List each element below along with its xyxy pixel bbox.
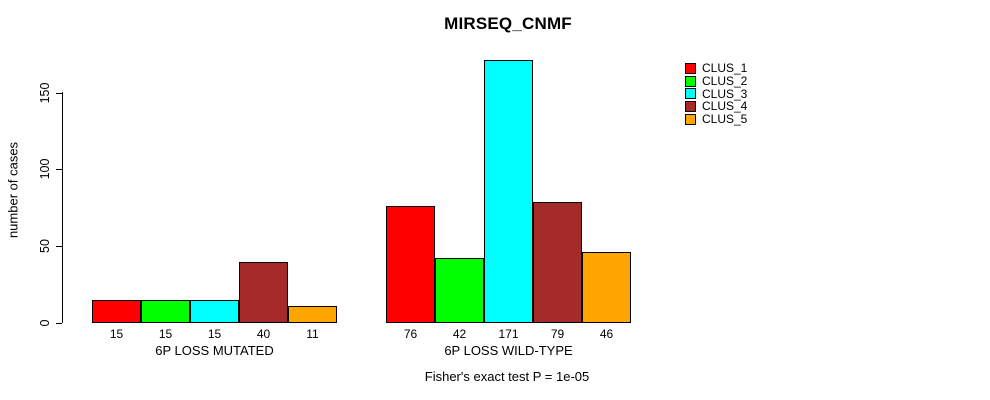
y-tick-label: 100 (38, 158, 52, 180)
bar-clus_4-group1 (239, 262, 288, 323)
group-label: 6P LOSS WILD-TYPE (444, 343, 573, 358)
bar-value-label: 15 (158, 327, 173, 341)
y-tick-label: 0 (38, 319, 52, 327)
bar-clus_1-group2 (386, 206, 435, 323)
bar-value-label: 42 (452, 327, 467, 341)
bar-clus_2-group2 (435, 258, 484, 323)
legend-label: CLUS_1 (702, 61, 748, 75)
legend-swatch-clus_4 (685, 101, 696, 113)
bar-value-label: 15 (207, 327, 222, 341)
bar-value-label: 11 (306, 327, 319, 341)
legend-label: CLUS_2 (702, 73, 748, 88)
bar-clus_3-group1 (190, 300, 239, 323)
legend-label: CLUS_3 (702, 86, 748, 101)
legend-swatch-clus_5 (685, 114, 696, 126)
bar-value-label: 46 (599, 327, 614, 341)
legend: CLUS_1 CLUS_2 CLUS_3 CLUS_4 CLUS_5 (685, 62, 747, 126)
y-tick-mark (56, 169, 62, 171)
chart-title: MIRSEQ_CNMF (444, 14, 572, 33)
y-tick-mark (56, 246, 62, 248)
legend-row: CLUS_5 (685, 113, 747, 126)
y-axis-label: number of cases (5, 141, 21, 239)
bar-value-label: 40 (256, 327, 271, 341)
y-tick-label: 50 (38, 239, 52, 254)
group-label: 6P LOSS MUTATED (155, 343, 274, 358)
bar-clus_3-group2 (484, 60, 533, 323)
legend-swatch-clus_1 (685, 62, 696, 74)
bar-value-label: 76 (403, 327, 418, 341)
bar-value-label: 79 (550, 327, 565, 341)
annotation-text: Fisher's exact test P = 1e-05 (424, 369, 590, 384)
bar-clus_2-group1 (141, 300, 190, 323)
legend-row: CLUS_3 (685, 86, 748, 101)
bar-clus_1-group1 (92, 300, 141, 323)
legend-row: CLUS_2 (685, 73, 748, 88)
y-tick-mark (56, 92, 62, 94)
legend-row: CLUS_1 (685, 62, 747, 75)
legend-label: CLUS_5 (702, 112, 748, 127)
bar-value-label: 15 (109, 327, 124, 341)
bar-value-label: 171 (498, 327, 519, 341)
legend-label: CLUS_4 (702, 99, 748, 114)
legend-swatch-clus_2 (685, 75, 696, 87)
legend-row: CLUS_4 (685, 100, 747, 113)
bar-clus_4-group2 (533, 202, 582, 323)
legend-swatch-clus_3 (685, 88, 696, 100)
y-tick-mark (56, 323, 62, 324)
bar-clus_5-group1 (288, 306, 337, 323)
bar-clus_5-group2 (582, 252, 631, 323)
y-axis-line (62, 92, 63, 323)
y-tick-label: 150 (38, 82, 52, 104)
